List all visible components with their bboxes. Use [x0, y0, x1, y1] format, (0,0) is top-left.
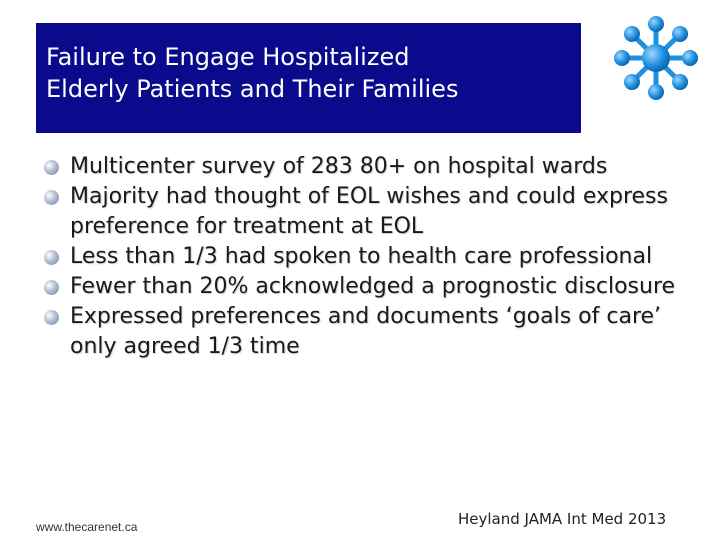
bullet-text: Expressed preferences and documents ‘goa…: [70, 304, 662, 359]
bullet-text: Less than 1/3 had spoken to health care …: [70, 244, 653, 269]
bullet-dot-icon: [44, 250, 59, 265]
logo-node: [682, 50, 698, 66]
bullet-dot-icon: [44, 160, 59, 175]
bullet-list: Multicenter survey of 283 80+ on hospita…: [44, 152, 684, 362]
bullet-item: Less than 1/3 had spoken to health care …: [44, 242, 684, 272]
logo-hub: [642, 44, 670, 72]
bullet-dot-icon: [44, 280, 59, 295]
bullet-item: Fewer than 20% acknowledged a prognostic…: [44, 272, 684, 302]
bullet-item: Expressed preferences and documents ‘goa…: [44, 302, 684, 362]
slide-title-line-2: Elderly Patients and Their Families: [46, 75, 459, 103]
logo-node: [614, 50, 630, 66]
bullet-text: Majority had thought of EOL wishes and c…: [70, 184, 668, 239]
bullet-item: Multicenter survey of 283 80+ on hospita…: [44, 152, 684, 182]
logo-node: [672, 74, 689, 91]
footer-url: www.thecarenet.ca: [36, 520, 138, 534]
logo-node: [672, 25, 689, 42]
logo-node: [648, 84, 664, 100]
bullet-dot-icon: [44, 310, 59, 325]
citation: Heyland JAMA Int Med 2013: [458, 510, 667, 528]
bullet-item: Majority had thought of EOL wishes and c…: [44, 182, 684, 242]
logo-node: [623, 74, 640, 91]
title-box: Failure to Engage Hospitalized Elderly P…: [36, 23, 581, 133]
molecule-logo-icon: [614, 16, 698, 100]
logo-node: [648, 16, 664, 32]
bullet-dot-icon: [44, 190, 59, 205]
slide-title-line-1: Failure to Engage Hospitalized: [46, 43, 410, 71]
bullet-text: Multicenter survey of 283 80+ on hospita…: [70, 154, 608, 179]
bullet-text: Fewer than 20% acknowledged a prognostic…: [70, 274, 676, 299]
logo-node: [623, 25, 640, 42]
